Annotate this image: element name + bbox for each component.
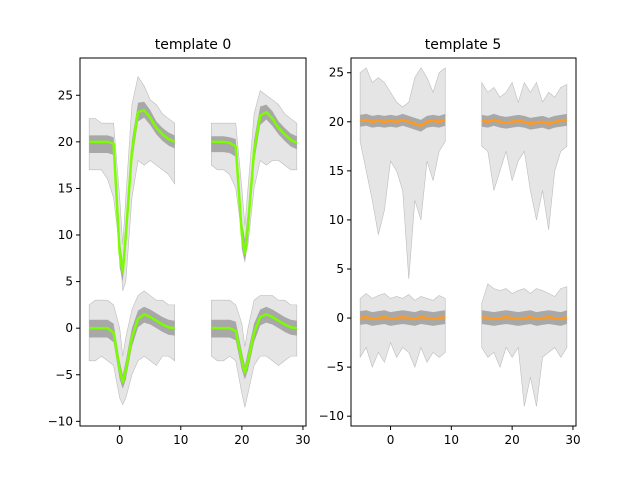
y-tick-label: −10	[48, 414, 73, 428]
mean-line	[211, 110, 298, 255]
y-tick-label: 20	[58, 135, 73, 149]
x-tick-label: 30	[295, 433, 310, 447]
y-tick-label: 10	[329, 213, 344, 227]
std-band	[89, 101, 175, 282]
mean-line	[211, 312, 298, 375]
y-tick-label: 25	[329, 66, 344, 80]
y-tick-label: 0	[336, 311, 344, 325]
ticks-template-5: 0 10 20 30 −10 −5 0 5 10 15 20 25	[319, 66, 581, 447]
mean-line	[359, 118, 446, 127]
y-tick-label: 5	[65, 275, 73, 289]
y-tick-label: 15	[58, 181, 73, 195]
x-tick-label: 20	[505, 433, 520, 447]
y-tick-label: −10	[319, 409, 344, 423]
y-tick-label: 25	[58, 88, 73, 102]
y-tick-label: 20	[329, 115, 344, 129]
axes-frame-template-5	[350, 57, 577, 427]
plot-area-template-5	[359, 67, 568, 407]
x-tick-label: 10	[173, 433, 188, 447]
subplot-template-0: template 0 0 10 20 30 −10 −5 0 5 10 15 20 25	[48, 37, 311, 447]
y-tick-label: 15	[329, 164, 344, 178]
std-band	[211, 306, 297, 380]
mean-line	[481, 118, 568, 125]
envelope-band	[88, 75, 175, 292]
std-band	[360, 113, 446, 132]
x-tick-label: 0	[116, 433, 124, 447]
mean-line	[89, 108, 176, 274]
y-tick-label: −5	[55, 368, 73, 382]
x-tick-label: 20	[234, 433, 249, 447]
y-tick-label: 10	[58, 228, 73, 242]
x-tick-label: 10	[444, 433, 459, 447]
ticks-template-0: 0 10 20 30 −10 −5 0 5 10 15 20 25	[48, 88, 311, 447]
x-tick-label: 0	[387, 433, 395, 447]
mean-line	[359, 315, 446, 321]
plot-area-template-0	[88, 75, 298, 408]
subplot-title-template-0: template 0	[155, 37, 232, 53]
envelope-band	[211, 90, 298, 259]
y-tick-label: 0	[65, 321, 73, 335]
mean-line	[89, 312, 175, 384]
y-tick-label: 5	[336, 262, 344, 276]
y-tick-label: −5	[326, 360, 344, 374]
std-band	[89, 306, 175, 389]
axes-frame-template-0	[79, 57, 307, 427]
subplot-title-template-5: template 5	[425, 37, 502, 53]
x-tick-label: 30	[565, 433, 580, 447]
subplot-template-5: template 5 0 10 20 30 −10 −5 0 5 10 15 20 25	[319, 37, 581, 447]
mean-line	[481, 315, 568, 321]
